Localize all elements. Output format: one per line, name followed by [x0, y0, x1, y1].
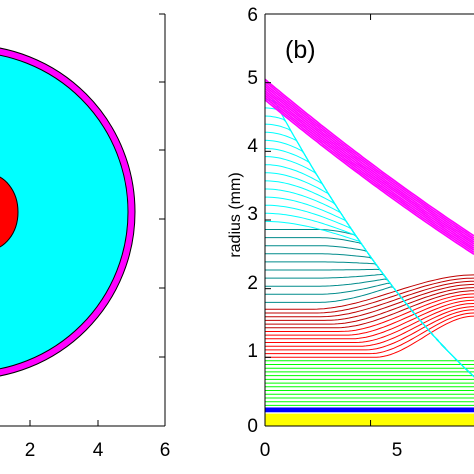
red-line — [265, 309, 474, 351]
magenta-line — [265, 78, 474, 237]
cyan-line — [265, 164, 474, 378]
red-line — [265, 287, 474, 325]
red-line — [265, 299, 474, 340]
red-line — [265, 283, 474, 321]
cyan-line — [265, 261, 474, 378]
magenta-line — [265, 96, 474, 253]
red-line — [265, 277, 474, 314]
red-line — [265, 293, 474, 332]
x-tick-label: 2 — [25, 440, 36, 461]
blue-band — [265, 407, 474, 413]
red-line — [265, 280, 474, 318]
y-tick-label: 3 — [247, 204, 258, 225]
panel-b: 0 1 2 3 4 5 6 0 5 radius (mm) (b) — [227, 5, 474, 461]
magenta-line — [265, 83, 474, 241]
red-line — [265, 296, 474, 336]
magenta-line — [265, 90, 474, 247]
magenta-line — [265, 92, 474, 249]
red-line — [265, 315, 474, 358]
red-line — [265, 290, 474, 329]
red-line — [265, 274, 474, 310]
magenta-line — [265, 99, 474, 255]
magenta-line — [265, 85, 474, 243]
cyan-core — [0, 54, 129, 370]
cyan-line — [265, 156, 474, 378]
x-tick-label: 0 — [260, 440, 271, 461]
y-tick-label: 2 — [247, 273, 258, 294]
magenta-line — [265, 94, 474, 251]
red-line — [265, 303, 474, 343]
y-axis-label: radius (mm) — [227, 172, 244, 257]
yellow-band — [265, 413, 474, 426]
cyan-line — [265, 237, 474, 378]
panel-a: 2 4 6 — [0, 13, 171, 461]
panel-b-ticks — [264, 13, 372, 427]
y-tick-label: 6 — [247, 5, 258, 26]
y-tick-label: 0 — [247, 416, 258, 437]
cyan-line — [265, 115, 474, 378]
red-inner — [0, 176, 19, 248]
cyan-line — [265, 282, 474, 378]
panel-a-ticks — [29, 13, 166, 426]
cyan-line — [265, 99, 474, 378]
magenta-line — [265, 87, 474, 245]
y-tick-label: 5 — [247, 68, 258, 89]
y-tick-label: 1 — [247, 341, 258, 362]
magenta-line — [265, 80, 474, 239]
red-line — [265, 306, 474, 347]
x-tick-label: 5 — [392, 440, 403, 461]
x-tick-label: 4 — [93, 440, 104, 461]
cyan-line — [265, 253, 474, 378]
panel-label: (b) — [285, 36, 316, 64]
red-line — [265, 312, 474, 355]
y-tick-label: 4 — [247, 136, 258, 157]
x-tick-label: 6 — [160, 440, 171, 461]
